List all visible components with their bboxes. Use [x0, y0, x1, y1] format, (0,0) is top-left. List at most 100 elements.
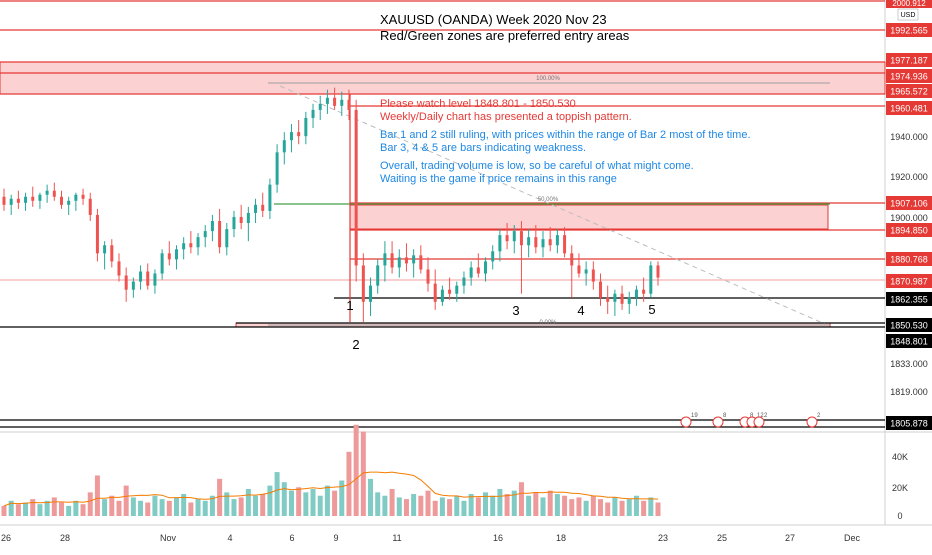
volume-bar	[518, 482, 524, 516]
candle-body	[203, 231, 207, 238]
volume-bar	[224, 492, 230, 516]
candle-body	[555, 235, 559, 246]
volume-bar	[80, 504, 86, 516]
currency-badge-text: USD	[901, 12, 916, 19]
volume-bar	[626, 499, 632, 516]
candle-body	[218, 221, 222, 248]
y-tick-label: 1940.000	[890, 132, 928, 142]
volume-bar	[310, 488, 316, 516]
volume-bar	[152, 495, 158, 516]
candle-body	[433, 283, 437, 302]
bar-marker-5: 5	[648, 302, 655, 317]
candle-body	[110, 245, 114, 262]
volume-bar	[425, 490, 431, 516]
candle-body	[31, 196, 35, 201]
price-label-text: 1992.565	[890, 26, 928, 36]
candle-body	[117, 261, 121, 276]
candle-body	[318, 103, 322, 110]
candle-body	[361, 265, 365, 302]
volume-bar	[30, 499, 36, 516]
x-tick-label: 9	[333, 533, 338, 543]
candle-body	[656, 265, 660, 278]
volume-bar	[605, 502, 611, 516]
volume-bar	[468, 494, 474, 516]
x-tick-label: Dec	[844, 533, 861, 543]
candle-body	[131, 281, 135, 290]
candle-body	[232, 216, 236, 230]
candle-body	[627, 297, 631, 304]
volume-bar	[130, 497, 136, 516]
candle-body	[289, 132, 293, 141]
candle-body	[282, 140, 286, 153]
candle-body	[584, 269, 588, 274]
candle-body	[146, 271, 150, 286]
price-label-text: 1960.481	[890, 104, 928, 114]
candle-body	[412, 255, 416, 264]
volume-bar	[217, 478, 223, 516]
volume-bar	[303, 492, 309, 516]
candle-body	[448, 289, 452, 294]
volume-bar	[454, 495, 460, 516]
x-tick-label: 4	[227, 533, 232, 543]
candle-body	[519, 231, 523, 246]
volume-bar	[66, 505, 72, 516]
volume-bar	[102, 499, 108, 516]
y-tick-label: 1920.000	[890, 172, 928, 182]
upper-entry-zone	[0, 61, 886, 95]
volume-bar	[641, 500, 647, 516]
volume-bar	[109, 495, 115, 516]
candle-body	[634, 289, 638, 298]
candle-body	[182, 243, 186, 250]
candle-body	[174, 249, 178, 260]
volume-bar	[368, 478, 374, 516]
analysis-notes: Please watch level 1848.801 - 1850.530 W…	[380, 98, 751, 186]
chart-subtitle: Red/Green zones are preferred entry area…	[380, 28, 630, 43]
candle-body	[354, 109, 358, 266]
candle-body	[397, 257, 401, 268]
candle-body	[426, 269, 430, 284]
price-label-box	[886, 292, 932, 306]
middle-entry-zone	[349, 204, 829, 230]
volume-bar	[281, 482, 287, 516]
price-label-box	[886, 84, 932, 98]
volume-bar	[202, 500, 208, 516]
volume-bar	[497, 488, 503, 516]
candle-body	[484, 261, 488, 274]
price-label-text: 1850.530	[890, 321, 928, 331]
volume-bar	[346, 451, 352, 516]
y-tick-label: 1819.000	[890, 387, 928, 397]
price-label-text-top: 2000.912	[892, 0, 926, 8]
candle-body	[325, 97, 329, 104]
volume-bar	[533, 492, 539, 516]
candle-body	[16, 198, 20, 203]
volume-bar	[504, 494, 510, 516]
x-tick-label: 27	[785, 533, 795, 543]
volume-bar	[23, 502, 29, 516]
note-blue-2: Bar 3, 4 & 5 are bars indicating weaknes…	[380, 142, 587, 154]
price-label-text: 1880.768	[890, 255, 928, 265]
candle-body	[124, 275, 128, 290]
volume-bar	[296, 487, 302, 516]
event-badge-icon	[712, 416, 724, 428]
x-tick-label: 16	[493, 533, 503, 543]
volume-bar	[562, 495, 568, 516]
volume-axis-label: 0	[897, 511, 902, 521]
volume-bar	[324, 485, 330, 516]
price-label-box	[886, 69, 932, 83]
volume-bar	[353, 424, 359, 516]
candle-body	[153, 273, 157, 286]
candle-body	[24, 196, 28, 203]
volume-bar	[569, 499, 575, 516]
title-block: XAUUSD (OANDA) Week 2020 Nov 23 Red/Gree…	[380, 12, 629, 44]
candle-body	[45, 190, 49, 195]
volume-axis-label: 40K	[892, 452, 908, 462]
volume-bar	[253, 495, 259, 516]
candle-body	[275, 152, 279, 185]
y-tick-label: 1833.000	[890, 359, 928, 369]
volume-bar	[188, 502, 194, 516]
volume-bar	[238, 497, 244, 516]
candle-body	[189, 243, 193, 248]
candle-body	[642, 289, 646, 294]
